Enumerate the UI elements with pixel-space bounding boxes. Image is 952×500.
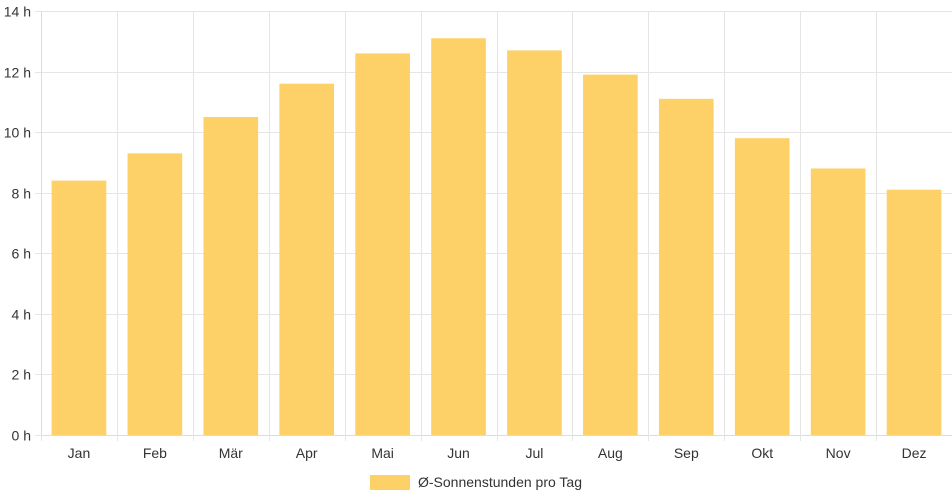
x-tick-label: Jan (68, 445, 91, 461)
bar-mär (203, 117, 259, 435)
x-tick-label: Jul (526, 445, 544, 461)
bar-jul (507, 50, 562, 435)
y-tick-label: 10 h (4, 125, 31, 141)
x-tick-label: Dez (902, 445, 927, 461)
y-tick-label: 2 h (12, 367, 31, 383)
y-tick-label: 12 h (4, 65, 31, 81)
x-tick-label: Okt (751, 445, 773, 461)
bar-dez (886, 189, 942, 435)
bar-okt (734, 138, 790, 435)
bar-jan (51, 180, 107, 435)
bar-sep (658, 98, 714, 435)
x-axis-ticks: Jan Feb Mär Apr Mai Jun Jul Aug Sep Okt Nov Dez (41, 435, 927, 461)
y-tick-label: 6 h (12, 246, 31, 262)
bar-apr (279, 83, 335, 435)
x-tick-label: Sep (674, 445, 699, 461)
grid-lines (41, 11, 952, 435)
bars (51, 38, 942, 436)
bar-nov (810, 168, 866, 435)
x-tick-label: Feb (143, 445, 167, 461)
axes (35, 11, 952, 441)
x-tick-label: Jun (447, 445, 470, 461)
x-tick-label: Mai (371, 445, 394, 461)
x-tick-label: Mär (219, 445, 243, 461)
legend-label[interactable]: Ø-Sonnenstunden pro Tag (418, 474, 582, 490)
x-tick-label: Apr (296, 445, 318, 461)
bar-jun (431, 38, 486, 435)
bar-feb (127, 153, 183, 436)
bar-aug (583, 74, 638, 435)
legend[interactable]: Ø-Sonnenstunden pro Tag (370, 474, 582, 490)
bar-mai (355, 53, 410, 436)
y-tick-label: 8 h (12, 186, 31, 202)
x-tick-label: Aug (598, 445, 623, 461)
y-tick-label: 0 h (12, 428, 31, 444)
legend-swatch[interactable] (370, 475, 410, 490)
y-axis-ticks: 0 h 2 h 4 h 6 h 8 h 10 h 12 h 14 h (4, 4, 41, 444)
y-tick-label: 4 h (12, 307, 31, 323)
x-tick-label: Nov (826, 445, 851, 461)
y-tick-label: 14 h (4, 4, 31, 20)
